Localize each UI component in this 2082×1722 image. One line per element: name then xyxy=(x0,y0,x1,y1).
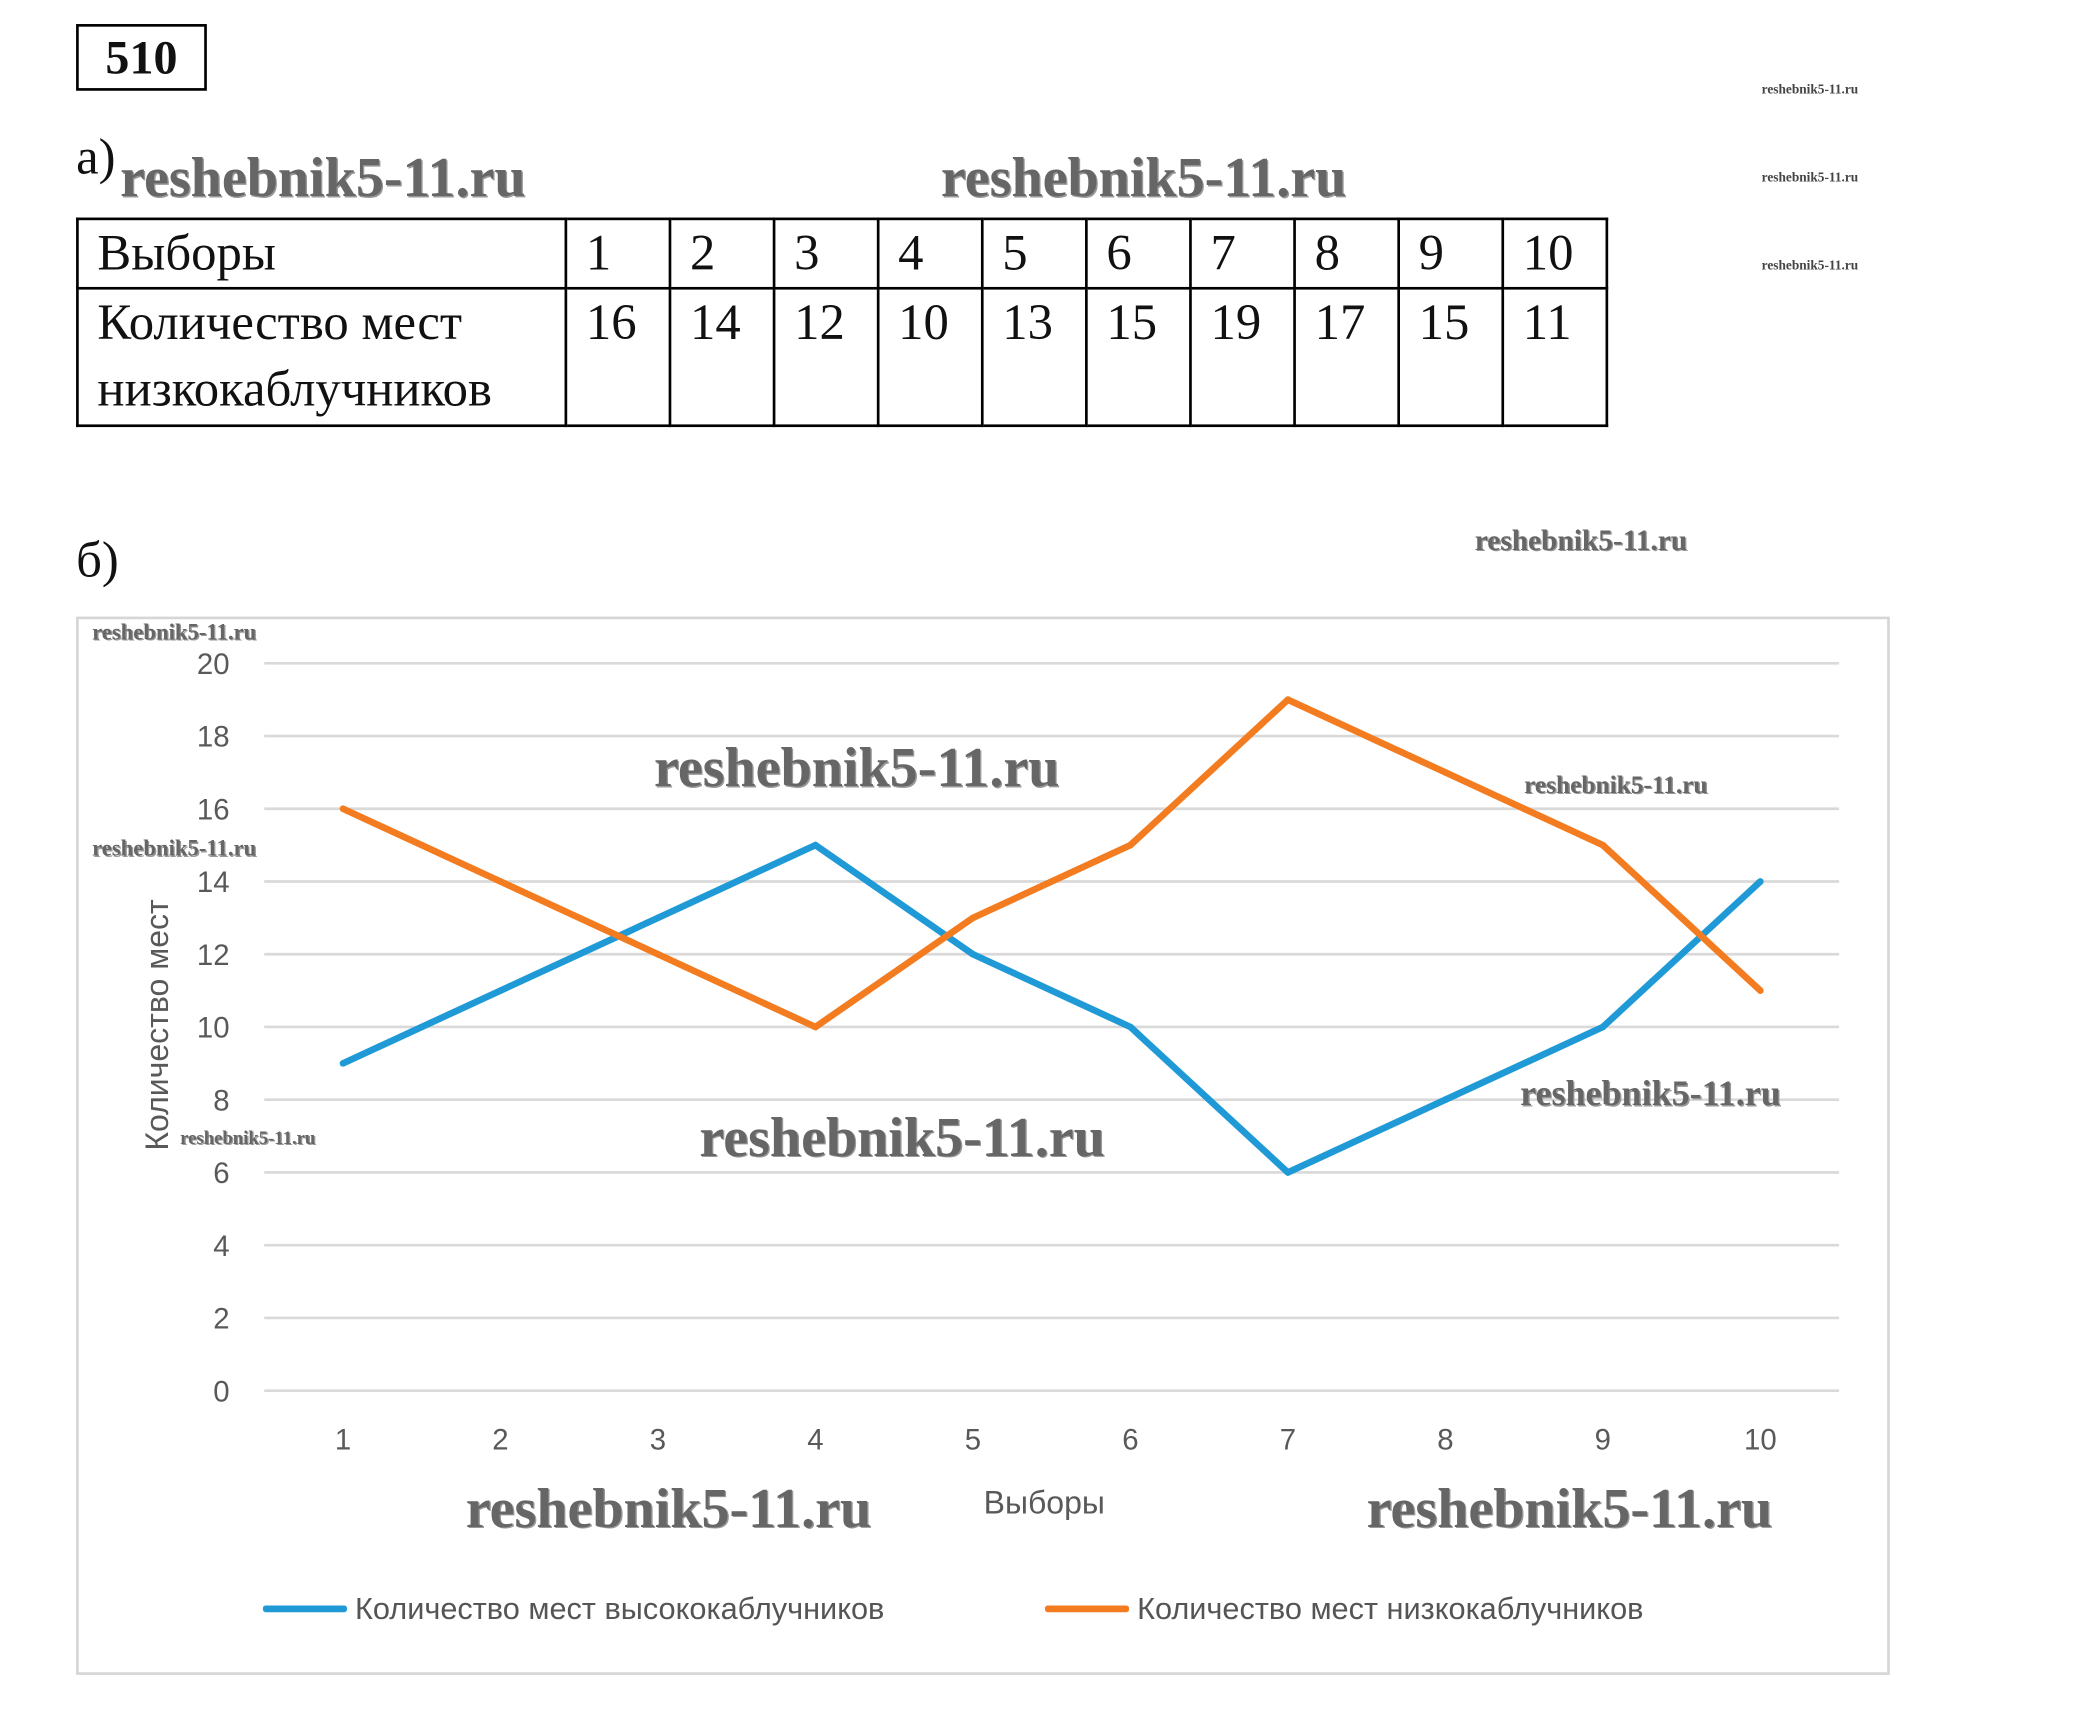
seats-cell: 13 xyxy=(980,286,1088,428)
watermark: reshebnik5-11.ru xyxy=(1761,82,1859,98)
seats-cell: 15 xyxy=(1397,286,1505,428)
data-point xyxy=(339,1060,347,1067)
watermark: reshebnik5-11.ru xyxy=(699,1107,1105,1170)
x-tick-label: 3 xyxy=(650,1423,666,1456)
data-point xyxy=(654,950,662,958)
seats-cell: 15 xyxy=(1085,286,1192,428)
seats-cell: 17 xyxy=(1293,286,1400,428)
table-row: Выборы 1 2 3 4 5 6 7 8 9 10 xyxy=(76,217,1609,290)
data-point xyxy=(1757,987,1764,994)
data-point xyxy=(339,805,347,813)
election-cell: 8 xyxy=(1293,217,1400,290)
x-tick-label: 4 xyxy=(807,1423,823,1456)
y-tick-label: 12 xyxy=(197,939,230,972)
table-row: Количество мест низкокаблучников 16 14 12 1… xyxy=(76,286,1609,428)
data-point xyxy=(497,987,504,994)
watermark: reshebnik5-11.ru xyxy=(653,738,1060,800)
y-tick-label: 16 xyxy=(197,793,230,826)
row-header: Выборы xyxy=(76,217,568,290)
watermark: reshebnik5-11.ru xyxy=(180,1129,316,1150)
election-cell: 10 xyxy=(1501,217,1609,290)
data-point xyxy=(654,914,662,922)
data-point xyxy=(1599,841,1607,849)
seats-cell: 12 xyxy=(772,286,880,428)
y-tick-label: 6 xyxy=(213,1157,229,1190)
legend-item-low-heels: Количество мест низкокаблучников xyxy=(1044,1590,1644,1627)
x-axis-title: Выборы xyxy=(984,1484,1105,1520)
watermark: reshebnik5-11.ru xyxy=(1761,170,1859,186)
watermark: reshebnik5-11.ru xyxy=(940,148,1347,210)
legend-swatch xyxy=(1044,1605,1130,1613)
x-tick-label: 1 xyxy=(335,1423,351,1456)
data-point xyxy=(812,1023,819,1031)
y-tick-label: 20 xyxy=(197,648,230,681)
y-axis-title: Количество мест xyxy=(139,899,175,1151)
election-cell: 3 xyxy=(772,217,880,290)
part-a-label: а) xyxy=(76,129,116,186)
series-line-high-heels xyxy=(341,841,1763,1176)
watermark: reshebnik5-11.ru xyxy=(92,835,257,861)
data-point xyxy=(812,841,819,849)
seats-cell: 14 xyxy=(668,286,776,428)
seats-cell: 11 xyxy=(1501,286,1609,428)
election-cell: 9 xyxy=(1397,217,1505,290)
watermark: reshebnik5-11.ru xyxy=(465,1478,872,1541)
x-tick-label: 8 xyxy=(1437,1423,1453,1456)
watermark: reshebnik5-11.ru xyxy=(1474,523,1688,557)
election-cell: 2 xyxy=(668,217,776,290)
data-point xyxy=(1284,1169,1292,1176)
y-tick-label: 4 xyxy=(213,1230,229,1263)
seats-cell: 10 xyxy=(876,286,984,428)
x-tick-label: 7 xyxy=(1280,1423,1296,1456)
data-point xyxy=(969,914,977,922)
watermark: reshebnik5-11.ru xyxy=(1761,258,1859,274)
x-tick-label: 2 xyxy=(492,1423,508,1456)
legend-label: Количество мест высококаблучников xyxy=(355,1590,885,1626)
x-tick-label: 9 xyxy=(1595,1423,1611,1456)
seats-cell: 16 xyxy=(564,286,672,428)
legend-swatch xyxy=(262,1605,347,1613)
chart-frame xyxy=(76,616,1890,1675)
election-cell: 4 xyxy=(876,217,984,290)
y-tick-label: 2 xyxy=(213,1303,229,1336)
data-point xyxy=(1757,878,1764,885)
data-point xyxy=(1127,1023,1134,1031)
y-tick-label: 14 xyxy=(197,866,230,899)
data-point xyxy=(1442,769,1449,776)
data-point xyxy=(1127,841,1134,849)
x-tick-label: 10 xyxy=(1744,1423,1777,1456)
election-cell: 5 xyxy=(980,217,1088,290)
watermark: reshebnik5-11.ru xyxy=(1520,1073,1781,1114)
data-point xyxy=(497,878,504,885)
watermark: reshebnik5-11.ru xyxy=(1366,1478,1773,1541)
series-line-low-heels xyxy=(341,696,1763,1031)
data-point xyxy=(1442,1096,1449,1104)
election-cell: 1 xyxy=(564,217,672,290)
x-tick-label: 5 xyxy=(965,1423,981,1456)
watermark: reshebnik5-11.ru xyxy=(120,148,526,210)
legend-item-high-heels: Количество мест высококаблучников xyxy=(262,1590,885,1627)
y-tick-label: 0 xyxy=(213,1375,229,1408)
y-tick-label: 8 xyxy=(213,1084,229,1117)
data-point xyxy=(1284,696,1292,704)
election-cell: 6 xyxy=(1085,217,1192,290)
watermark: reshebnik5-11.ru xyxy=(92,619,257,645)
election-cell: 7 xyxy=(1189,217,1296,290)
part-b-label: б) xyxy=(76,532,119,589)
problem-number: 510 xyxy=(76,24,207,91)
data-table: Выборы 1 2 3 4 5 6 7 8 9 10 Количество мест низко… xyxy=(76,217,1609,428)
x-tick-label: 6 xyxy=(1122,1423,1138,1456)
row-header: Количество мест низкокаблучников xyxy=(76,286,568,428)
y-tick-label: 18 xyxy=(197,721,230,754)
data-point xyxy=(969,950,977,958)
y-tick-label: 10 xyxy=(197,1012,230,1045)
watermark: reshebnik5-11.ru xyxy=(1524,771,1708,800)
legend-label: Количество мест низкокаблучников xyxy=(1137,1590,1644,1626)
data-point xyxy=(1599,1023,1607,1031)
seats-cell: 19 xyxy=(1189,286,1296,428)
